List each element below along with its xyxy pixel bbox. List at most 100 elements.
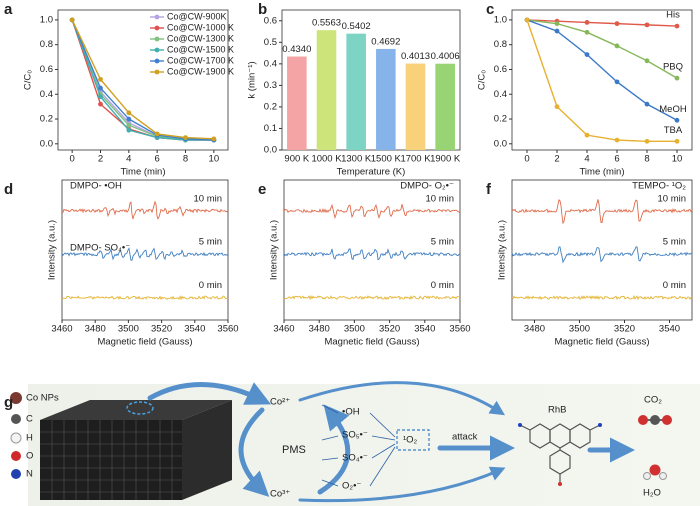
diagram-label: Co²⁺	[270, 397, 290, 408]
diagram-label: •OH	[342, 407, 360, 418]
bar	[376, 48, 396, 150]
wood-block	[40, 400, 232, 500]
spectrum-trace	[283, 294, 461, 301]
x-tick-label: 900 K	[284, 154, 309, 165]
panel-label: a	[4, 1, 13, 18]
x-axis-label: Magnetic field (Gauss)	[554, 337, 649, 348]
data-point	[183, 135, 188, 141]
panel: Magnetic field (Gauss) Intensity (a.u.) 34…	[47, 179, 239, 348]
legend-swatch	[154, 25, 160, 31]
y-tick-label: 1.0	[494, 14, 507, 25]
data-point	[584, 132, 590, 138]
panel: Time (min) C/C₀ 0.0 0.2 0.4 0.6 0.8 1.0 0 2 4 6 8 10 H…	[477, 9, 693, 178]
x-tick-label: 3500	[118, 324, 139, 335]
series-label: PBQ	[663, 62, 683, 73]
x-tick-label: 3560	[449, 324, 470, 335]
panel-label: g	[4, 394, 13, 411]
legend-label: Co@CW-900K	[167, 11, 227, 21]
data-point	[644, 138, 650, 144]
product-molecules	[638, 415, 672, 480]
y-tick-label: 0.0	[264, 145, 277, 156]
trace-label: 10 min	[657, 193, 686, 204]
x-tick-label: 1000 K	[311, 154, 342, 165]
y-tick-label: 1.0	[40, 14, 53, 25]
x-tick-label: 10	[672, 154, 683, 165]
legend-swatch	[154, 69, 160, 75]
diagram-label: CO₂	[644, 395, 662, 406]
legend-label: Co@CW-1700 K	[167, 55, 234, 65]
panel: Magnetic field (Gauss) Intensity (a.u.) 34…	[497, 179, 693, 348]
data-point	[554, 104, 560, 110]
radical-arrows	[321, 404, 396, 487]
data-point	[614, 137, 620, 143]
y-tick-label: 0.2	[264, 101, 277, 112]
y-axis-label: Intensity (a.u.)	[497, 220, 508, 280]
y-axis-label: Intensity (a.u.)	[269, 220, 280, 280]
x-tick-label: 6	[155, 154, 160, 165]
value-label: 0.4006	[431, 51, 460, 62]
x-axis-label: Magnetic field (Gauss)	[97, 337, 192, 348]
spectrum-trace	[61, 200, 229, 220]
x-tick-label: 3520	[614, 324, 635, 335]
x-tick-label: 2	[554, 154, 559, 165]
x-tick-label: 1300 K	[341, 154, 372, 165]
plot-frame	[511, 179, 693, 321]
y-tick-label: 0.2	[40, 114, 53, 125]
value-label: 0.5402	[342, 21, 371, 32]
diagram-label: H₂O	[643, 488, 661, 499]
x-tick-label: 3480	[524, 324, 545, 335]
series-line	[526, 19, 678, 27]
legend-label: Co NPs	[26, 393, 59, 404]
legend-label: Co@CW-1000 K	[167, 22, 234, 32]
data-point	[554, 21, 560, 27]
atom-legend	[10, 392, 22, 479]
bar	[316, 30, 337, 151]
spectrum-trace	[61, 295, 229, 301]
y-tick-label: 0.4	[494, 89, 507, 100]
data-point	[674, 117, 680, 123]
data-point	[126, 127, 132, 133]
trace-label: 0 min	[199, 280, 222, 291]
singlet-box	[396, 429, 430, 451]
legend-label: H	[26, 433, 33, 444]
data-point	[554, 28, 560, 34]
series-line	[71, 19, 214, 141]
annotation: DMPO- SO₄•⁻	[70, 243, 130, 254]
spectrum-trace	[511, 199, 693, 225]
panel-label: f	[486, 181, 492, 198]
y-tick-label: 0.0	[40, 138, 53, 149]
plot-frame	[57, 9, 229, 151]
trace-label: 0 min	[431, 280, 454, 291]
legend-label: O	[26, 451, 33, 462]
x-tick-label: 3480	[85, 324, 106, 335]
diagram-label: ¹O₂	[403, 435, 418, 446]
series-line	[526, 19, 678, 121]
panel-label: d	[4, 181, 13, 198]
y-axis-label: C/C₀	[477, 70, 488, 90]
data-point	[524, 17, 530, 23]
x-tick-label: 10	[209, 154, 220, 165]
x-tick-label: 8	[183, 154, 188, 165]
x-axis-label: Temperature (K)	[337, 167, 406, 178]
plot-frame	[61, 179, 229, 321]
x-tick-label: 3460	[273, 324, 294, 335]
data-point	[98, 76, 103, 82]
y-tick-label: 0.8	[40, 39, 53, 50]
x-axis-label: Time (min)	[120, 167, 165, 178]
value-label: 0.4013	[401, 51, 430, 62]
y-tick-label: 0.0	[494, 138, 507, 149]
y-axis-label: C/C₀	[23, 70, 34, 90]
panel: Magnetic field (Gauss) Intensity (a.u.) 34…	[269, 179, 471, 348]
diagram-label: PMS	[282, 444, 306, 456]
panel: Time (min) C/C₀ 0.0 0.2 0.4 0.6 0.8 1.0 0 2 4 6 8 10 C…	[23, 9, 234, 178]
x-tick-label: 6	[614, 154, 619, 165]
data-point	[614, 79, 620, 85]
data-point	[644, 101, 650, 107]
y-tick-label: 0.6	[264, 15, 277, 26]
series-line	[526, 19, 677, 143]
data-point	[584, 19, 590, 25]
y-tick-label: 0.6	[494, 64, 507, 75]
data-point	[674, 75, 680, 81]
bar	[405, 63, 426, 150]
legend-swatch	[154, 47, 160, 53]
